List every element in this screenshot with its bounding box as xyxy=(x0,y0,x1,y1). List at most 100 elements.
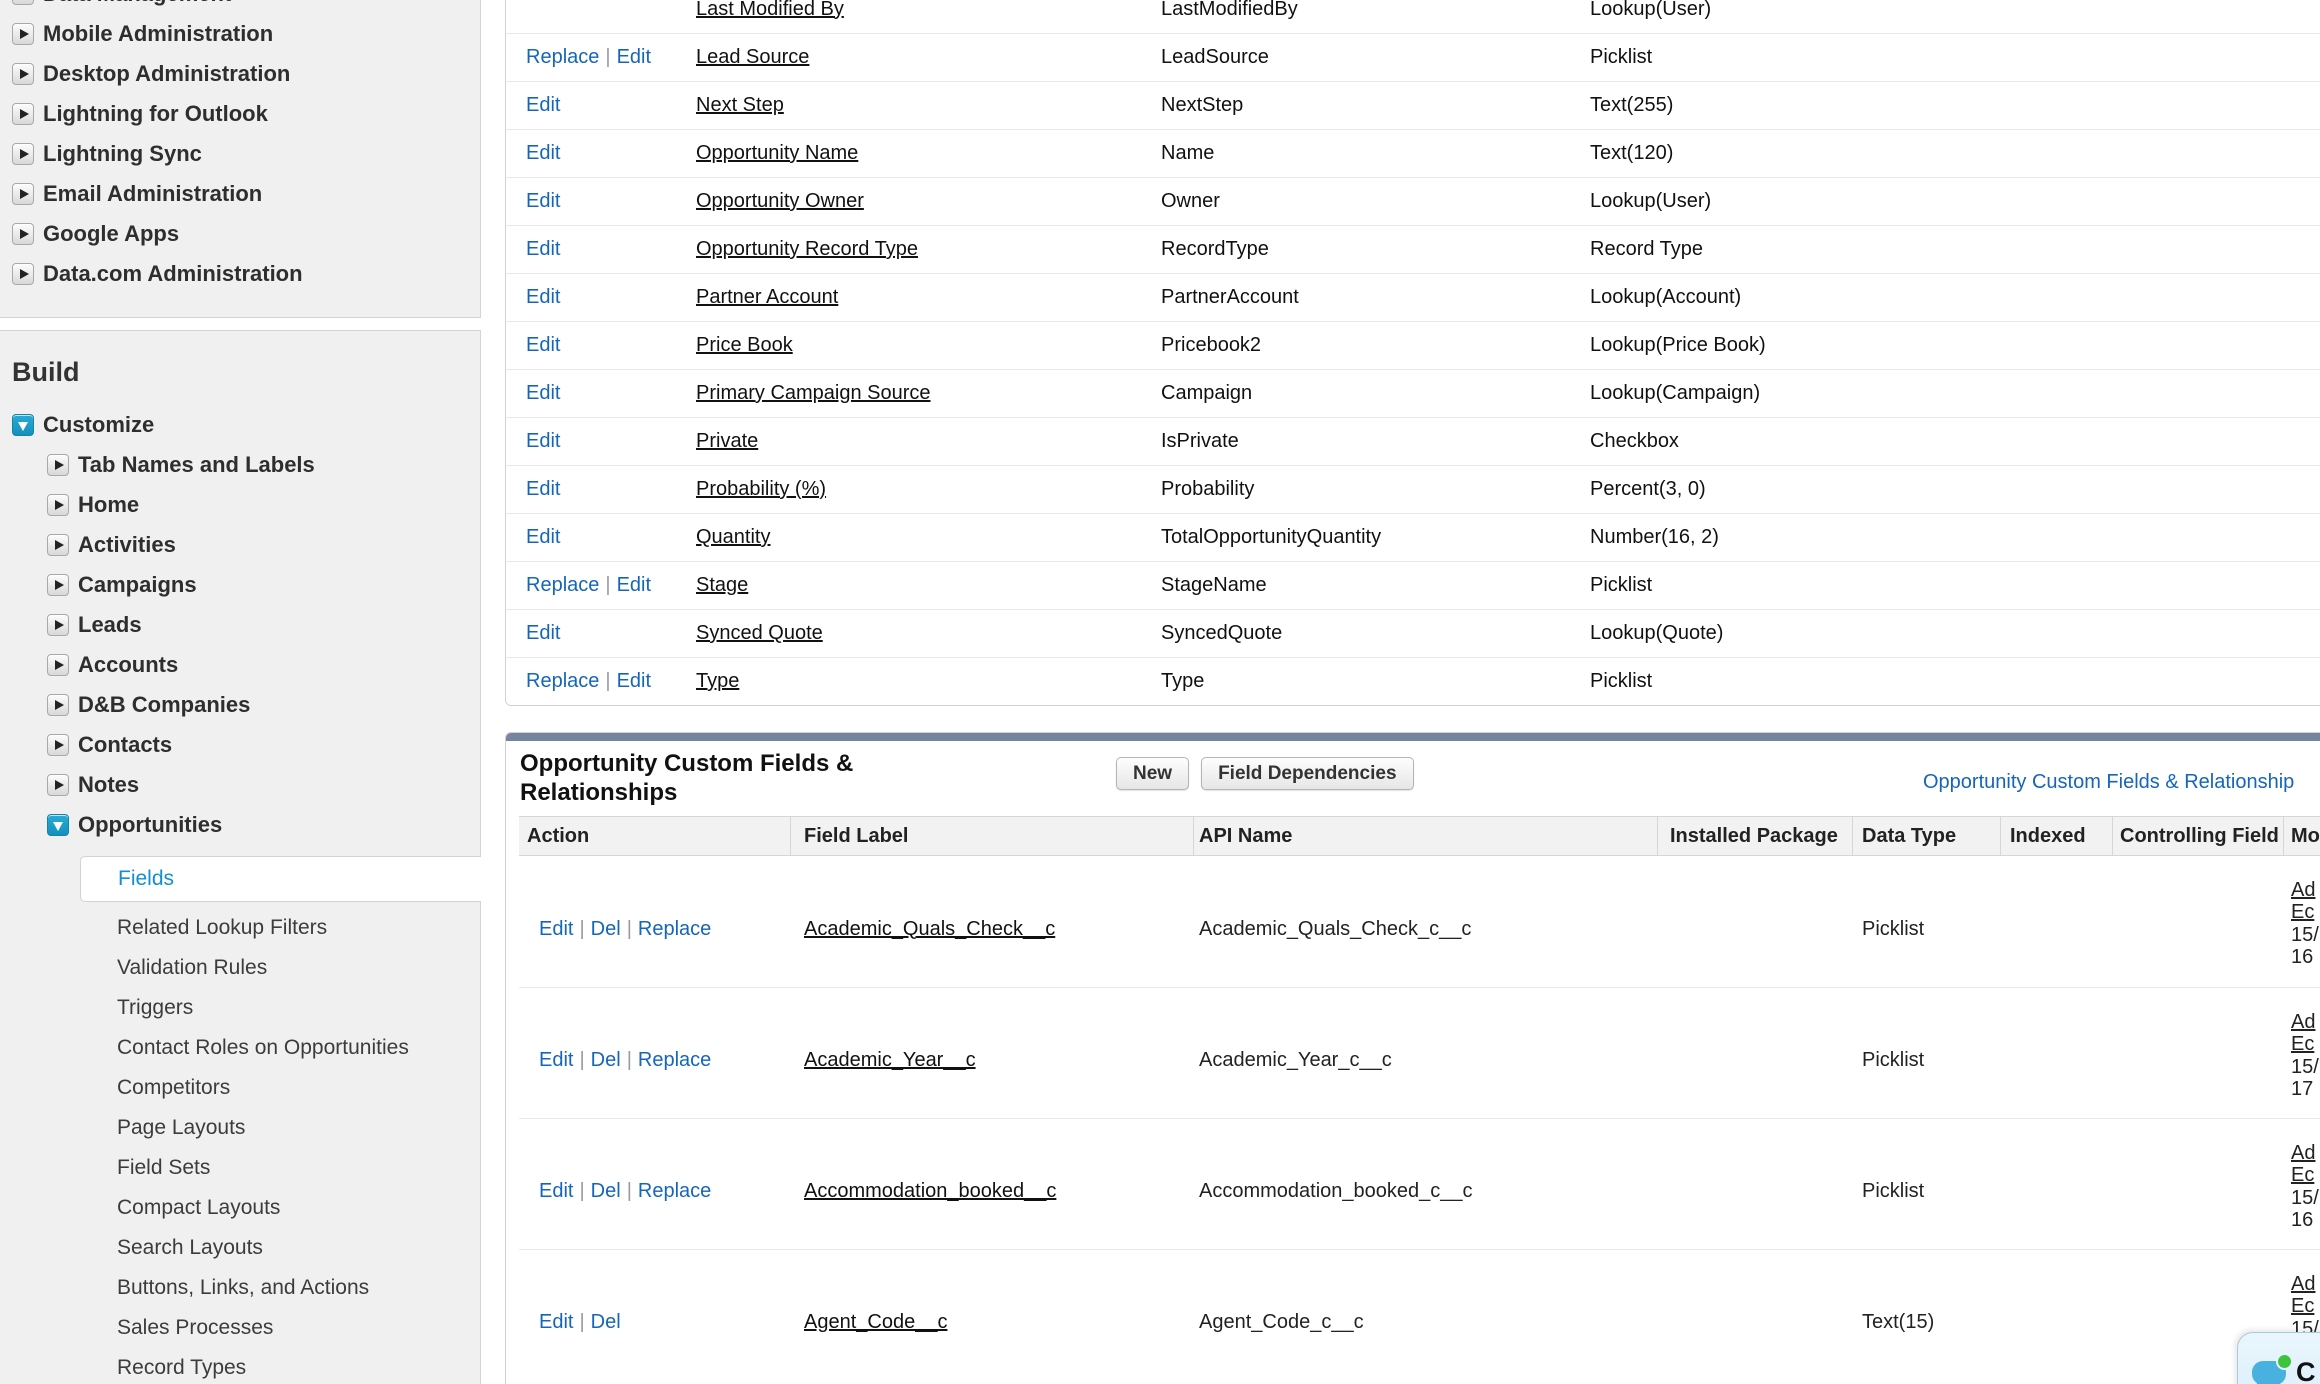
edit-link[interactable]: Edit xyxy=(526,238,561,260)
del-link[interactable]: Del xyxy=(590,917,621,940)
sidebar-item-validation-rules[interactable]: Validation Rules xyxy=(117,956,268,979)
field-label-link[interactable]: Accommodation_booked__c xyxy=(804,1180,1057,1202)
modified-by-user-link[interactable]: Ec xyxy=(2291,1164,2315,1187)
edit-link[interactable]: Edit xyxy=(526,334,561,356)
modified-by-user-link[interactable]: Ad xyxy=(2291,1273,2316,1295)
replace-link[interactable]: Replace xyxy=(526,670,600,692)
edit-link[interactable]: Edit xyxy=(526,94,561,116)
expand-right-icon[interactable] xyxy=(47,494,69,516)
sidebar-item-field-sets[interactable]: Field Sets xyxy=(117,1156,211,1179)
edit-link[interactable]: Edit xyxy=(526,526,561,548)
expand-right-icon[interactable] xyxy=(47,534,69,556)
modified-by-user-link[interactable]: Ec xyxy=(2291,1295,2315,1318)
field-label-link[interactable]: Agent_Code__c xyxy=(804,1311,948,1333)
field-label-link[interactable]: Opportunity Owner xyxy=(696,190,864,212)
field-label-link[interactable]: Last Modified By xyxy=(696,0,844,20)
replace-link[interactable]: Replace xyxy=(637,1049,712,1071)
field-label-link[interactable]: Private xyxy=(696,430,759,452)
sidebar-item-activities[interactable]: Activities xyxy=(0,525,480,565)
expand-right-icon[interactable] xyxy=(47,654,69,676)
expand-right-icon[interactable] xyxy=(12,63,34,85)
sidebar-item-buttons-links-and-actions[interactable]: Buttons, Links, and Actions xyxy=(117,1276,370,1299)
sidebar-item-fields-selected[interactable]: Fields xyxy=(80,856,481,902)
replace-link[interactable]: Replace xyxy=(637,1180,712,1202)
expand-right-icon[interactable] xyxy=(12,223,34,245)
sidebar-item-desktop-administration[interactable]: Desktop Administration xyxy=(0,54,480,94)
field-label-link[interactable]: Stage xyxy=(696,574,749,596)
edit-link[interactable]: Edit xyxy=(616,574,652,596)
modified-by-user-link[interactable]: Ec xyxy=(2291,901,2315,924)
field-label-link[interactable]: Probability (%) xyxy=(696,478,827,500)
field-label-link[interactable]: Lead Source xyxy=(696,46,810,68)
sidebar-item-db-companies[interactable]: D&B Companies xyxy=(0,685,480,725)
sidebar-item-search-layouts[interactable]: Search Layouts xyxy=(117,1236,263,1259)
expand-right-icon[interactable] xyxy=(47,454,69,476)
expand-right-icon[interactable] xyxy=(12,183,34,205)
field-label-link[interactable]: Quantity xyxy=(696,526,771,548)
edit-link[interactable]: Edit xyxy=(539,1180,574,1202)
chat-widget[interactable]: C xyxy=(2237,1332,2320,1384)
field-label-link[interactable]: Opportunity Record Type xyxy=(696,238,918,260)
sidebar-item-email-administration[interactable]: Email Administration xyxy=(0,174,480,214)
edit-link[interactable]: Edit xyxy=(616,670,652,692)
sidebar-item-compact-layouts[interactable]: Compact Layouts xyxy=(117,1196,281,1219)
edit-link[interactable]: Edit xyxy=(526,622,561,644)
field-dependencies-button[interactable]: Field Dependencies xyxy=(1201,757,1414,790)
modified-by-user-link[interactable]: Ec xyxy=(2291,1033,2315,1056)
custom-fields-help-link[interactable]: Opportunity Custom Fields & Relationship xyxy=(1923,771,2295,793)
sidebar-item-competitors[interactable]: Competitors xyxy=(117,1076,231,1099)
expand-right-icon[interactable] xyxy=(47,774,69,796)
collapse-down-icon[interactable] xyxy=(12,414,34,436)
edit-link[interactable]: Edit xyxy=(526,142,561,164)
sidebar-item-google-apps[interactable]: Google Apps xyxy=(0,214,480,254)
replace-link[interactable]: Replace xyxy=(526,574,600,596)
del-link[interactable]: Del xyxy=(590,1049,621,1071)
edit-link[interactable]: Edit xyxy=(539,917,574,940)
sidebar-item-home[interactable]: Home xyxy=(0,485,480,525)
sidebar-item-contacts[interactable]: Contacts xyxy=(0,725,480,765)
edit-link[interactable]: Edit xyxy=(526,286,561,308)
replace-link[interactable]: Replace xyxy=(637,917,712,940)
expand-right-icon[interactable] xyxy=(12,23,34,45)
modified-by-user-link[interactable]: Ad xyxy=(2291,1011,2316,1033)
expand-right-icon[interactable] xyxy=(12,143,34,165)
sidebar-item-lightning-sync[interactable]: Lightning Sync xyxy=(0,134,480,174)
field-label-link[interactable]: Synced Quote xyxy=(696,622,823,644)
sidebar-item-related-lookup-filters[interactable]: Related Lookup Filters xyxy=(117,916,328,939)
edit-link[interactable]: Edit xyxy=(526,382,561,404)
sidebar-item-mobile-administration[interactable]: Mobile Administration xyxy=(0,14,480,54)
sidebar-item-tab-names-and-labels[interactable]: Tab Names and Labels xyxy=(0,445,480,485)
edit-link[interactable]: Edit xyxy=(526,478,561,500)
expand-right-icon[interactable] xyxy=(47,574,69,596)
sidebar-item-lightning-for-outlook[interactable]: Lightning for Outlook xyxy=(0,94,480,134)
field-label-link[interactable]: Type xyxy=(696,670,740,692)
sidebar-item-notes[interactable]: Notes xyxy=(0,765,480,805)
expand-right-icon[interactable] xyxy=(47,694,69,716)
field-label-link[interactable]: Price Book xyxy=(696,334,793,356)
sidebar-item-data-management[interactable]: Data Management xyxy=(0,0,480,14)
field-label-link[interactable]: Opportunity Name xyxy=(696,142,859,164)
sidebar-item-customize[interactable]: Customize xyxy=(0,405,480,445)
sidebar-item-page-layouts[interactable]: Page Layouts xyxy=(117,1116,246,1139)
sidebar-item-opportunities[interactable]: Opportunities xyxy=(0,805,480,845)
edit-link[interactable]: Edit xyxy=(539,1049,574,1071)
sidebar-item-accounts[interactable]: Accounts xyxy=(0,645,480,685)
expand-right-icon[interactable] xyxy=(12,103,34,125)
expand-right-icon[interactable] xyxy=(47,614,69,636)
field-label-link[interactable]: Next Step xyxy=(696,94,784,116)
sidebar-item-triggers[interactable]: Triggers xyxy=(117,996,194,1019)
expand-right-icon[interactable] xyxy=(47,734,69,756)
expand-right-icon[interactable] xyxy=(12,0,34,5)
edit-link[interactable]: Edit xyxy=(526,430,561,452)
edit-link[interactable]: Edit xyxy=(526,190,561,212)
expand-right-icon[interactable] xyxy=(12,263,34,285)
new-button[interactable]: New xyxy=(1116,757,1190,790)
sidebar-item-campaigns[interactable]: Campaigns xyxy=(0,565,480,605)
modified-by-user-link[interactable]: Ad xyxy=(2291,879,2316,901)
collapse-down-icon[interactable] xyxy=(47,814,69,836)
field-label-link[interactable]: Academic_Year__c xyxy=(804,1049,976,1071)
replace-link[interactable]: Replace xyxy=(526,46,600,68)
sidebar-item-datacom-administration[interactable]: Data.com Administration xyxy=(0,254,480,294)
sidebar-item-contact-roles-on-opportunities[interactable]: Contact Roles on Opportunities xyxy=(117,1036,409,1059)
field-label-link[interactable]: Academic_Quals_Check__c xyxy=(804,917,1056,940)
